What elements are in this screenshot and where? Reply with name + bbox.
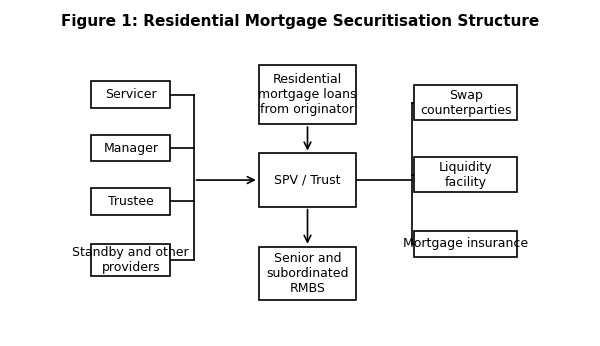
Bar bbox=[259, 247, 356, 300]
Bar bbox=[259, 65, 356, 124]
Bar bbox=[91, 82, 170, 108]
Bar bbox=[91, 188, 170, 215]
Text: Figure 1: Residential Mortgage Securitisation Structure: Figure 1: Residential Mortgage Securitis… bbox=[61, 14, 539, 29]
Text: Liquidity
facility: Liquidity facility bbox=[439, 161, 493, 189]
Text: Residential
mortgage loans
from originator: Residential mortgage loans from originat… bbox=[258, 73, 357, 116]
Bar bbox=[91, 135, 170, 162]
Text: Trustee: Trustee bbox=[108, 195, 154, 208]
Bar bbox=[415, 157, 517, 192]
Bar bbox=[259, 153, 356, 207]
Text: SPV / Trust: SPV / Trust bbox=[274, 174, 341, 186]
Text: Mortgage insurance: Mortgage insurance bbox=[403, 237, 528, 251]
Text: Servicer: Servicer bbox=[105, 88, 157, 101]
Text: Manager: Manager bbox=[103, 142, 158, 155]
Bar bbox=[415, 85, 517, 120]
Text: Standby and other
providers: Standby and other providers bbox=[73, 246, 189, 274]
Text: Swap
counterparties: Swap counterparties bbox=[420, 89, 511, 117]
Text: Senior and
subordinated
RMBS: Senior and subordinated RMBS bbox=[266, 252, 349, 295]
Bar bbox=[415, 231, 517, 257]
Bar bbox=[91, 244, 170, 276]
